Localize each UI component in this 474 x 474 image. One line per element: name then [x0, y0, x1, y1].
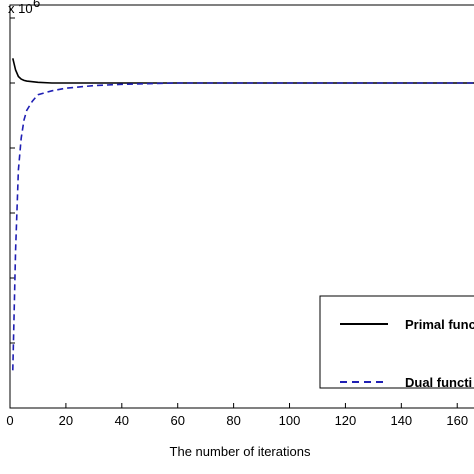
x-tick-label: 40 — [115, 413, 129, 428]
legend-label: Dual functi — [405, 375, 472, 390]
x-tick-label: 160 — [446, 413, 468, 428]
series-line — [12, 58, 474, 84]
x-tick-label: 80 — [226, 413, 240, 428]
x-axis-label: The number of iterations — [170, 444, 311, 459]
exponent-label: x 10 — [8, 1, 33, 16]
x-tick-label: 60 — [170, 413, 184, 428]
x-tick-label: 140 — [390, 413, 412, 428]
x-tick-label: 100 — [279, 413, 301, 428]
x-tick-label: 120 — [335, 413, 357, 428]
plot-frame — [9, 4, 474, 409]
legend-box — [319, 295, 474, 389]
x-tick-label: 0 — [6, 413, 13, 428]
legend-label: Primal func — [405, 317, 474, 332]
x-tick-label: 20 — [59, 413, 73, 428]
